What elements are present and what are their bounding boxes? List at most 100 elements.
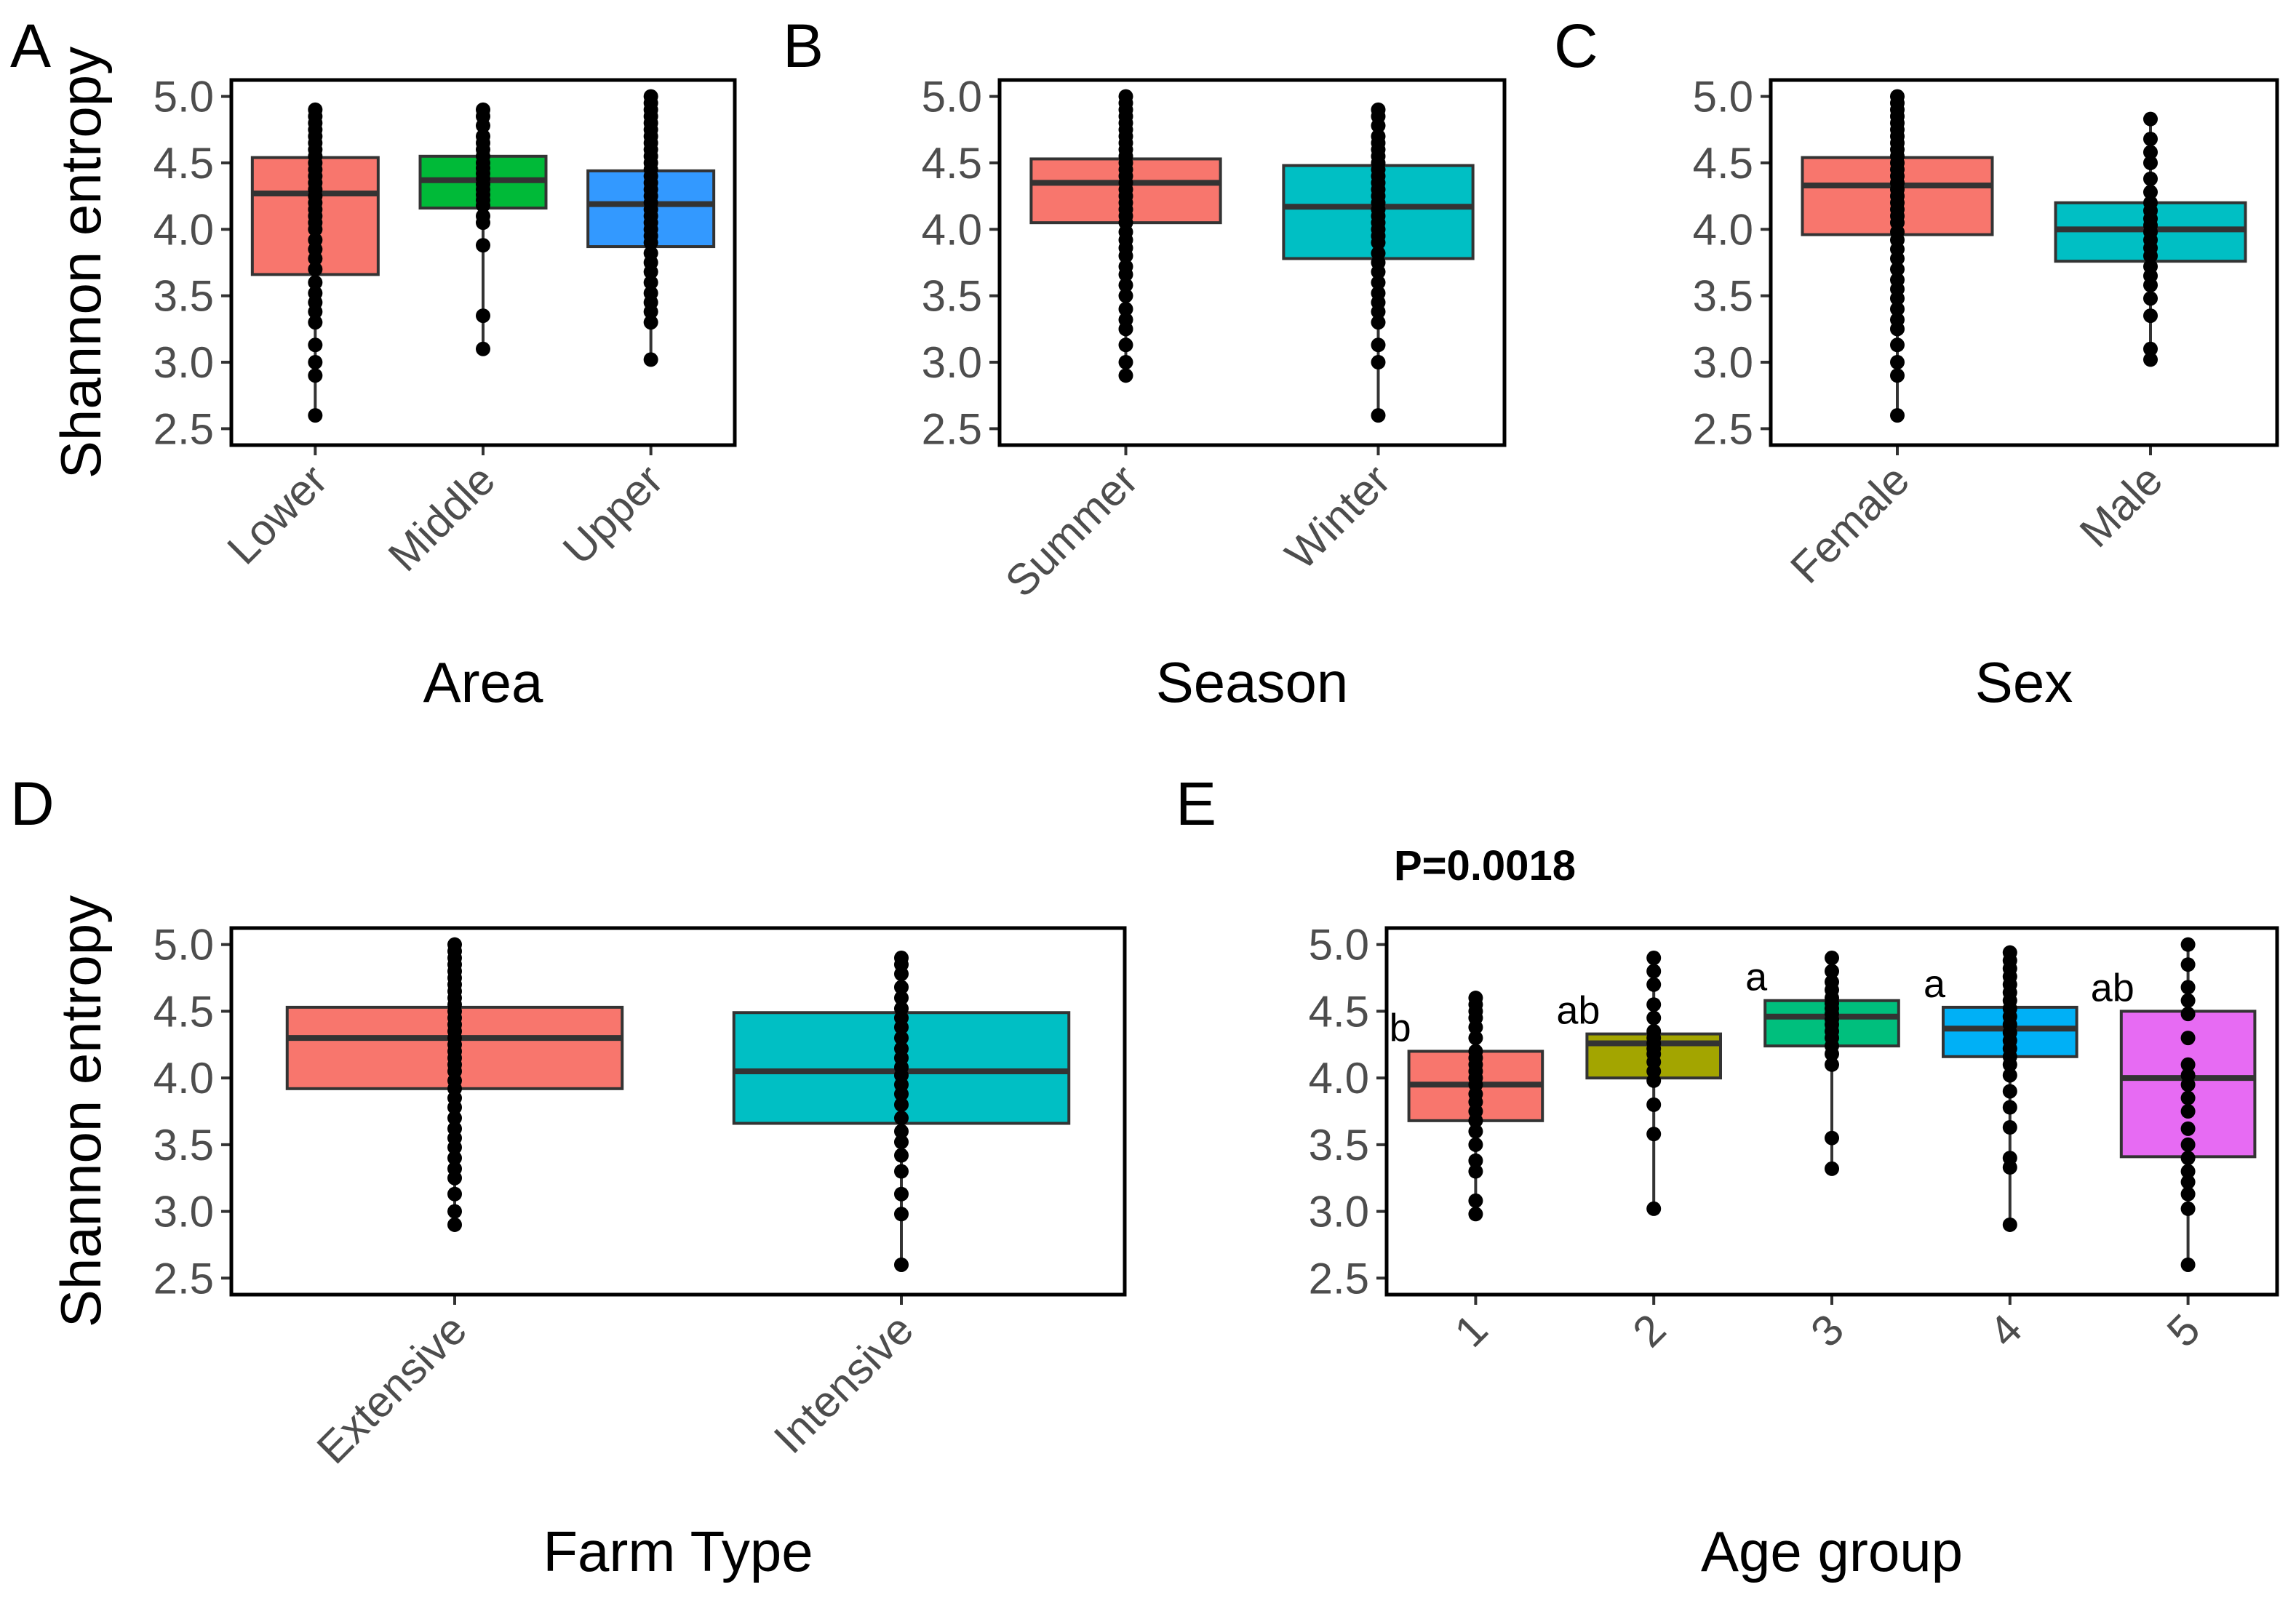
data-point — [447, 1121, 462, 1136]
data-point — [894, 1031, 909, 1046]
y-tick-label: 2.5 — [1693, 404, 1753, 453]
data-point — [643, 89, 658, 104]
data-point — [2180, 1151, 2196, 1166]
data-point — [1371, 129, 1386, 144]
data-point — [643, 315, 658, 330]
data-point — [1825, 1130, 1839, 1146]
y-tick-label: 4.5 — [1309, 987, 1369, 1036]
panel-c: C 2.5 3.0 3.5 4.0 4.5 5.0 Female Male Sex — [1554, 12, 2279, 714]
data-point — [1118, 368, 1133, 383]
x-axis-label: Area — [423, 650, 543, 714]
data-point — [476, 238, 490, 253]
panel-letter: C — [1554, 12, 1598, 80]
data-point — [1646, 1127, 1662, 1142]
plot-frame — [997, 78, 1507, 447]
data-point — [2180, 1201, 2196, 1216]
data-point — [1825, 951, 1839, 966]
x-tick-label: 3 — [1801, 1305, 1853, 1356]
box-extensive — [285, 937, 624, 1232]
data-point — [308, 337, 323, 353]
y-tick-label: 5.0 — [1309, 921, 1369, 970]
data-point — [1646, 977, 1662, 992]
data-point — [1371, 275, 1386, 290]
data-point — [1468, 1153, 1483, 1168]
box-intensive — [732, 951, 1071, 1272]
data-point — [308, 368, 323, 383]
box-2: ab — [1556, 951, 1722, 1216]
y-tick-label: 4.5 — [154, 987, 214, 1036]
data-point — [2180, 957, 2196, 972]
data-point — [1890, 301, 1905, 316]
box-summer — [1029, 89, 1222, 383]
plot-frame — [1769, 78, 2279, 447]
data-point — [476, 129, 490, 144]
data-point — [2180, 1104, 2196, 1119]
data-point — [2143, 195, 2158, 210]
x-axis-label: Sex — [1975, 650, 2073, 714]
data-point — [894, 1164, 909, 1179]
x-tick-label: Male — [2070, 455, 2172, 556]
data-point — [308, 275, 323, 290]
y-tick-label: 3.5 — [922, 272, 982, 321]
x-tick-label: 5 — [2158, 1305, 2209, 1356]
data-point — [894, 1111, 909, 1126]
data-point — [894, 1001, 909, 1016]
data-point — [308, 102, 323, 117]
data-point — [1890, 312, 1905, 327]
panel-d: D Shannon entropy 2.5 3.0 3.5 4.0 4.5 5.0 Extens… — [10, 769, 1127, 1583]
data-point — [2180, 980, 2196, 995]
panel-b: B 2.5 3.0 3.5 4.0 4.5 5.0 Summer Winter Season — [783, 12, 1507, 714]
data-point — [308, 408, 323, 423]
box-male — [2054, 111, 2247, 367]
y-tick-label: 2.5 — [922, 404, 982, 453]
data-point — [2180, 1121, 2196, 1136]
y-tick-label: 4.0 — [1309, 1054, 1369, 1103]
data-point — [2180, 937, 2196, 952]
x-tick-label: 1 — [1446, 1305, 1497, 1356]
significance-letter: b — [1390, 1006, 1411, 1050]
y-tick-label: 5.0 — [154, 921, 214, 970]
panel-letter: E — [1176, 769, 1216, 838]
data-point — [1646, 1097, 1662, 1112]
data-point — [1118, 89, 1133, 104]
data-point — [894, 1257, 909, 1272]
box-5: ab — [2091, 937, 2257, 1272]
x-tick-label: Lower — [218, 455, 337, 574]
data-point — [2143, 145, 2158, 160]
data-point — [1825, 1057, 1839, 1072]
data-point — [2002, 1120, 2017, 1135]
y-tick-label: 3.5 — [1309, 1121, 1369, 1170]
data-point — [2180, 1031, 2196, 1046]
data-point — [894, 1148, 909, 1163]
data-point — [2143, 308, 2158, 324]
y-tick-label: 2.5 — [1309, 1254, 1369, 1303]
data-point — [308, 232, 323, 247]
data-point — [894, 980, 909, 995]
p-value-label: P=0.0018 — [1394, 842, 1576, 890]
data-point — [2143, 155, 2158, 170]
y-tick-label: 4.0 — [1693, 205, 1753, 254]
data-point — [2143, 111, 2158, 127]
data-point — [2180, 1007, 2196, 1022]
x-tick-label: 4 — [1980, 1305, 2031, 1356]
x-tick-label: 2 — [1623, 1305, 1675, 1356]
y-tick-label: 5.0 — [154, 73, 214, 121]
x-axis-label: Farm Type — [543, 1519, 813, 1583]
data-point — [643, 286, 658, 301]
y-tick-label: 3.5 — [154, 1121, 214, 1170]
data-point — [2002, 1084, 2017, 1099]
data-point — [2143, 352, 2158, 367]
data-point — [1371, 337, 1386, 353]
data-point — [308, 262, 323, 277]
data-point — [2180, 1164, 2196, 1179]
data-point — [894, 1207, 909, 1222]
data-point — [2002, 1151, 2017, 1166]
y-tick-label: 3.0 — [922, 338, 982, 387]
data-point — [447, 1161, 462, 1176]
data-point — [1890, 272, 1905, 287]
data-point — [2002, 945, 2017, 960]
data-point — [1118, 288, 1133, 303]
y-tick-label: 2.5 — [154, 1254, 214, 1303]
y-tick-label: 5.0 — [1693, 73, 1753, 121]
